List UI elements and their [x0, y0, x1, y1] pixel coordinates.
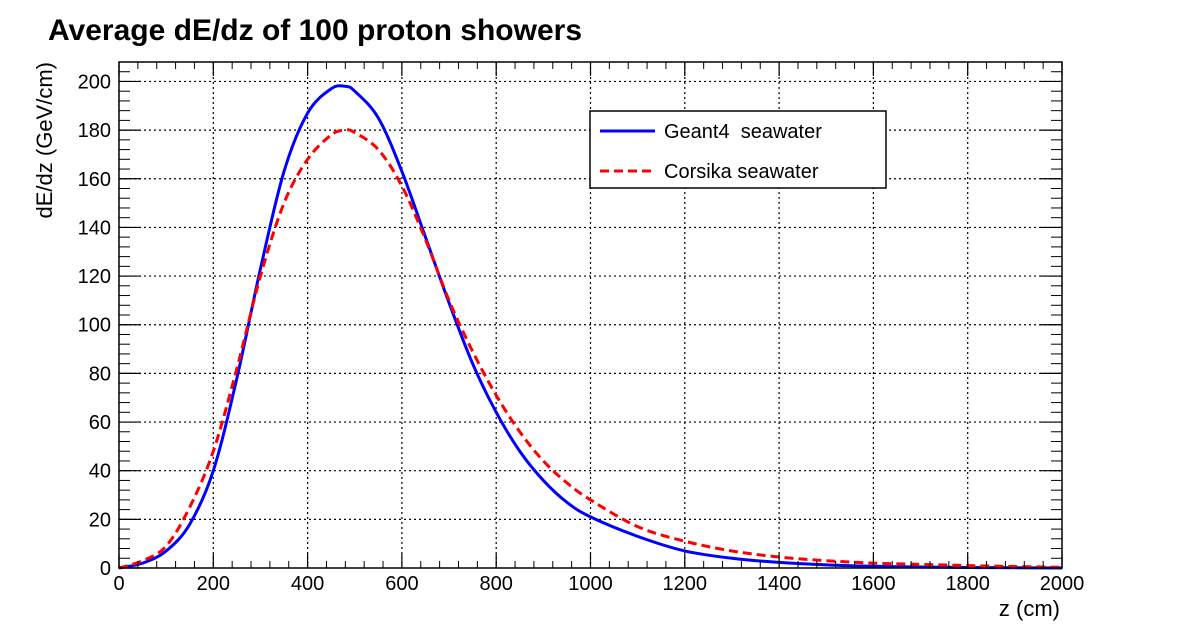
y-tick-label: 40	[89, 461, 111, 483]
y-tick-label: 60	[89, 412, 111, 434]
y-tick-label: 100	[78, 315, 111, 337]
x-tick-label: 1400	[757, 573, 802, 595]
y-tick-label: 0	[100, 558, 111, 580]
legend-label-corsika: Corsika seawater	[664, 161, 819, 183]
legend-label-geant4: Geant4 seawater	[664, 121, 822, 143]
axes: 0 200 400 600 800 1000 1200 1400 1600 1800 2000 0 20…	[78, 61, 1085, 595]
y-tick-label: 180	[78, 120, 111, 142]
y-tick-label: 140	[78, 217, 111, 239]
series-layer	[118, 84, 1063, 570]
x-axis-label: z (cm)	[999, 596, 1060, 621]
x-tick-label: 0	[113, 573, 124, 595]
x-tick-label: 1600	[851, 573, 896, 595]
x-tick-label: 2000	[1040, 573, 1085, 595]
y-tick-label: 200	[78, 71, 111, 93]
y-tick-label: 120	[78, 266, 111, 288]
x-tick-label: 1000	[568, 573, 613, 595]
x-tick-label: 200	[197, 573, 230, 595]
x-tick-label: 800	[480, 573, 513, 595]
y-tick-label: 20	[89, 509, 111, 531]
series-line-geant4	[118, 84, 1063, 570]
x-tick-label: 400	[291, 573, 324, 595]
series-line-corsika	[118, 128, 1063, 570]
legend-box	[589, 110, 887, 189]
legend: Geant4 seawater Corsika seawater	[589, 110, 887, 189]
x-tick-label: 1800	[945, 573, 990, 595]
y-tick-label: 160	[78, 169, 111, 191]
x-tick-label: 1200	[663, 573, 708, 595]
y-tick-label: 80	[89, 363, 111, 385]
chart-title: Average dE/dz of 100 proton showers	[48, 14, 582, 47]
y-axis-label: dE/dz (GeV/cm)	[32, 62, 57, 218]
x-tick-label: 600	[385, 573, 418, 595]
